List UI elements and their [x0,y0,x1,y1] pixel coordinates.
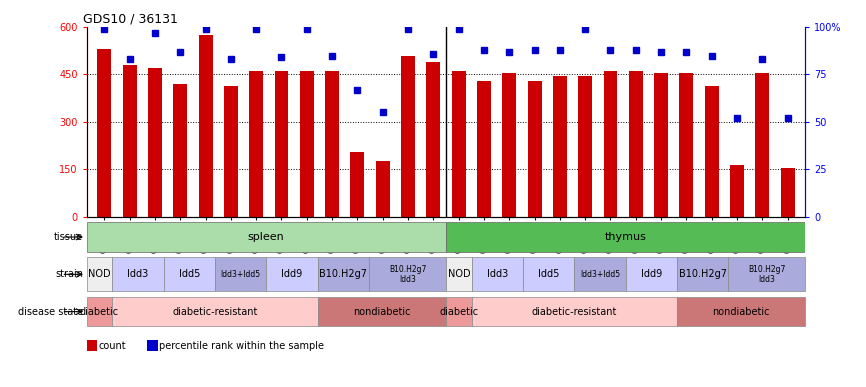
Bar [401,55,415,217]
Bar [87,297,113,327]
Bar [477,81,491,217]
Bar [677,257,728,291]
Bar [629,71,643,217]
Bar [553,76,567,217]
Bar [680,73,694,217]
Text: Idd3+Idd5: Idd3+Idd5 [221,270,261,279]
Text: GDS10 / 36131: GDS10 / 36131 [83,13,178,26]
Bar [446,257,472,291]
Text: diabetic: diabetic [80,307,119,317]
Bar [472,257,523,291]
Bar [502,73,516,217]
Bar [452,71,466,217]
Bar [215,257,266,291]
Text: Idd5: Idd5 [178,269,200,279]
Text: Idd3+Idd5: Idd3+Idd5 [580,270,620,279]
Bar [446,297,472,327]
Text: B10.H2g7
Idd3: B10.H2g7 Idd3 [389,265,426,284]
Bar [578,76,592,217]
Bar [446,222,805,252]
Bar [730,164,744,217]
Text: diabetic: diabetic [439,307,478,317]
Bar [426,62,440,217]
Bar [318,297,446,327]
Text: disease state: disease state [18,307,83,317]
Text: B10.H2g7: B10.H2g7 [320,269,367,279]
Bar [198,35,212,217]
Text: B10.H2g7: B10.H2g7 [679,269,727,279]
Text: NOD: NOD [88,269,111,279]
Text: tissue: tissue [54,232,83,242]
Text: diabetic-resistant: diabetic-resistant [532,307,617,317]
Text: Idd9: Idd9 [641,269,662,279]
Bar [87,257,113,291]
Bar [97,49,111,217]
Bar [267,257,318,291]
Bar [523,257,574,291]
Text: strain: strain [55,269,83,279]
Bar [325,71,339,217]
Bar [318,257,369,291]
Bar [755,73,769,217]
Text: nondiabetic: nondiabetic [713,307,770,317]
Text: Idd9: Idd9 [281,269,302,279]
Bar [351,152,365,217]
Text: Idd3: Idd3 [487,269,508,279]
Bar [164,257,215,291]
Text: Idd5: Idd5 [538,269,559,279]
Bar [527,81,541,217]
Bar [123,65,137,217]
Text: diabetic-resistant: diabetic-resistant [172,307,258,317]
Bar [728,257,805,291]
Bar [625,257,677,291]
Bar [148,68,162,217]
Text: percentile rank within the sample: percentile rank within the sample [159,341,325,351]
Text: thymus: thymus [604,232,647,242]
Bar [677,297,805,327]
Bar [87,222,446,252]
Bar [275,71,288,217]
Bar [113,257,164,291]
Bar [113,297,318,327]
Bar [574,257,625,291]
Bar [654,73,668,217]
Text: nondiabetic: nondiabetic [353,307,410,317]
Bar [249,71,263,217]
Bar [604,71,617,217]
Bar [376,161,390,217]
Bar [224,86,238,217]
Bar [300,71,313,217]
Text: Idd3: Idd3 [127,269,149,279]
Bar [781,168,795,217]
Text: NOD: NOD [448,269,470,279]
Text: spleen: spleen [248,232,285,242]
Bar [173,84,187,217]
Bar [369,257,446,291]
Bar [472,297,677,327]
Bar [705,86,719,217]
Text: B10.H2g7
Idd3: B10.H2g7 Idd3 [748,265,785,284]
Text: count: count [99,341,126,351]
